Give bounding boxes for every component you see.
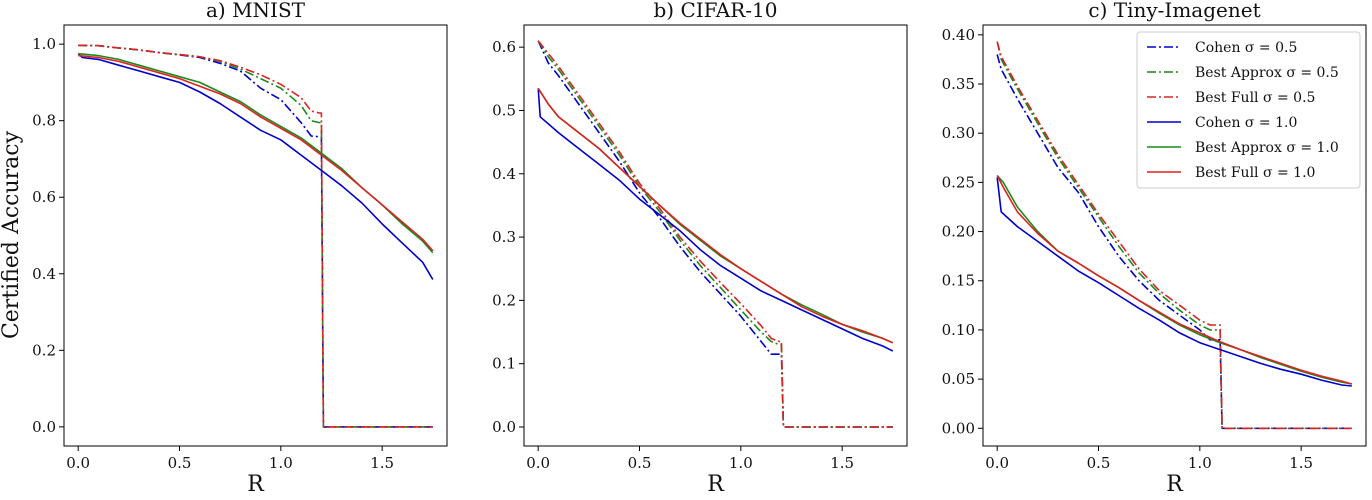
y-tick-label: 0.4	[32, 265, 56, 283]
plot-frame	[982, 24, 1367, 447]
panel-title: a) MNIST	[206, 0, 306, 22]
y-tick-label: 0.4	[492, 165, 516, 183]
y-axis-label: Certified Accuracy	[0, 130, 24, 339]
y-tick-label: 0.20	[942, 223, 975, 241]
y-tick-label: 0.10	[942, 321, 975, 339]
y-tick-label: 0.5	[492, 101, 516, 119]
series-line	[996, 41, 1352, 430]
series-line	[996, 175, 1353, 385]
x-tick-label: 1.0	[1188, 454, 1212, 472]
panel-title: c) Tiny-Imagenet	[1088, 0, 1260, 22]
plot-frame	[523, 24, 908, 447]
y-tick-label: 0.35	[942, 75, 975, 93]
x-tick-label: 1.5	[830, 454, 854, 472]
y-tick-label: 0.30	[942, 124, 975, 142]
x-tick-label: 1.0	[269, 454, 293, 472]
series-line	[537, 40, 893, 428]
legend-entry: Best Full σ = 1.0	[1195, 165, 1315, 181]
y-tick-label: 0.25	[942, 173, 975, 191]
legend-entry: Best Approx σ = 0.5	[1195, 65, 1339, 81]
x-axis-label: R	[1166, 472, 1184, 497]
y-tick-label: 0.0	[32, 418, 56, 436]
x-tick-label: 0.5	[1087, 454, 1111, 472]
series-line	[77, 53, 434, 280]
panel-title: b) CIFAR-10	[653, 0, 777, 22]
legend-entry: Best Full σ = 0.5	[1195, 90, 1315, 106]
y-tick-label: 0.2	[32, 341, 56, 359]
x-axis-label: R	[247, 472, 265, 497]
legend-entry: Cohen σ = 1.0	[1195, 115, 1297, 131]
x-tick-label: 0.5	[168, 454, 192, 472]
x-tick-label: 0.0	[985, 454, 1009, 472]
series-line	[537, 88, 894, 352]
panel-2: b) CIFAR-10 0.0 0.5 1.0 1.5 0.0 0.1 0.2 0.3 0.4 0.…	[492, 0, 908, 497]
x-axis-label: R	[707, 472, 725, 497]
series-line	[78, 52, 434, 254]
y-tick-label: 0.0	[492, 418, 516, 436]
series-line	[537, 87, 894, 344]
y-tick-label: 0.6	[492, 38, 516, 56]
x-tick-label: 0.5	[628, 454, 652, 472]
y-tick-label: 0.40	[942, 26, 975, 44]
series-line	[78, 44, 433, 428]
x-tick-label: 1.5	[1289, 454, 1313, 472]
series-line	[996, 174, 1352, 385]
panel-3: c) Tiny-Imagenet 0.0 0.5 1.0 1.5 0.00 0.05 0.10…	[942, 0, 1367, 497]
legend: Cohen σ = 0.5 Best Approx σ = 0.5 Best Ful…	[1136, 31, 1361, 189]
x-tick-label: 0.0	[66, 454, 90, 472]
y-tick-label: 0.2	[492, 291, 516, 309]
series-line	[996, 177, 1352, 387]
y-tick-label: 1.0	[32, 35, 56, 53]
legend-entry: Cohen σ = 0.5	[1195, 40, 1297, 56]
legend-entry: Best Approx σ = 1.0	[1195, 140, 1339, 156]
series-line	[537, 87, 894, 344]
series-line	[537, 40, 893, 428]
x-tick-label: 0.0	[526, 454, 550, 472]
series-line	[78, 44, 433, 428]
y-tick-label: 0.1	[492, 355, 516, 373]
x-tick-label: 1.5	[370, 454, 394, 472]
series-line	[537, 40, 893, 428]
y-tick-label: 0.6	[32, 188, 56, 206]
y-tick-label: 0.15	[942, 272, 975, 290]
x-tick-label: 1.0	[729, 454, 753, 472]
y-tick-label: 0.05	[942, 370, 975, 388]
series-line	[996, 41, 1352, 430]
series-line	[78, 44, 433, 428]
series-line	[78, 54, 434, 252]
y-tick-label: 0.00	[942, 419, 975, 437]
plot-frame	[63, 24, 448, 447]
series-line	[996, 54, 1352, 430]
y-tick-label: 0.8	[32, 112, 56, 130]
y-tick-label: 0.3	[492, 228, 516, 246]
